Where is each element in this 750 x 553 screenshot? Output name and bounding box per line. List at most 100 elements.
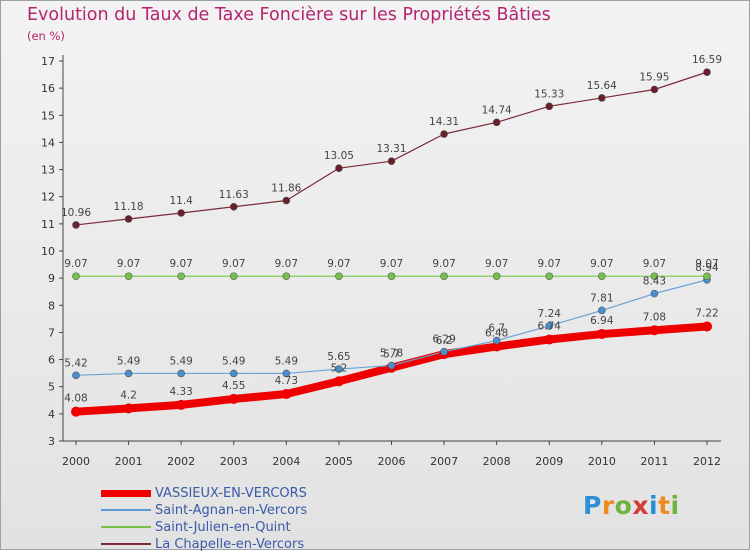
data-label-vassieux: 4.08 [64,393,87,405]
data-point-la-chapelle [703,68,711,76]
legend-swatch-vassieux [101,490,151,497]
data-label-saint-julien: 9.07 [538,258,561,270]
data-label-la-chapelle: 13.05 [324,150,354,162]
data-label-vassieux: 7.22 [695,307,718,319]
data-label-saint-agnan: 5.49 [169,355,192,367]
data-label-saint-agnan: 8.43 [643,276,666,288]
data-label-vassieux: 6.94 [590,315,614,327]
data-label-vassieux: 6.48 [485,328,508,340]
y-tick-label: 12 [41,191,55,204]
y-tick-label: 8 [48,299,55,312]
data-point-saint-julien [598,272,606,281]
data-point-saint-julien [492,272,501,281]
legend-item-vassieux: VASSIEUX-EN-VERCORS [101,485,361,502]
y-axis-unit: (en %) [27,29,65,43]
data-point-vassieux [281,389,292,400]
data-point-saint-julien [282,272,291,281]
data-point-saint-agnan [335,365,343,373]
data-point-vassieux [123,403,134,414]
data-label-saint-julien: 9.07 [327,258,350,270]
data-label-la-chapelle: 15.64 [587,80,617,92]
data-label-vassieux: 4.2 [120,389,137,401]
y-tick-label: 6 [48,354,55,367]
data-point-vassieux [71,406,81,417]
legend-swatch-saint-agnan [101,509,151,511]
data-point-saint-julien [650,272,659,281]
data-label-saint-julien: 9.07 [222,258,245,270]
data-label-la-chapelle: 11.86 [271,183,301,195]
data-label-la-chapelle: 16.59 [692,54,722,66]
x-tick-label: 2006 [378,455,406,468]
x-tick-label: 2002 [167,455,195,468]
x-tick-label: 2011 [640,455,668,468]
data-label-la-chapelle: 14.74 [482,104,512,116]
data-label-saint-julien: 9.07 [485,258,508,270]
legend-swatch-la-chapelle [101,543,151,545]
legend-label-vassieux: VASSIEUX-EN-VERCORS [155,486,307,501]
data-label-la-chapelle: 15.95 [639,72,669,84]
data-label-saint-agnan: 5.65 [327,351,350,363]
data-point-saint-julien [72,272,80,281]
legend-item-saint-julien: Saint-Julien-en-Quint [101,519,361,536]
data-label-la-chapelle: 14.31 [429,116,459,128]
y-tick-label: 17 [41,55,55,68]
data-label-vassieux: 4.73 [275,375,298,387]
data-label-saint-agnan: 6.7 [488,323,505,335]
data-point-saint-julien [387,272,396,281]
data-point-saint-julien [440,272,448,281]
data-point-la-chapelle [650,85,659,94]
data-label-vassieux: 5.7 [383,349,400,361]
data-point-la-chapelle [492,118,501,127]
data-label-saint-agnan: 5.42 [64,357,87,369]
data-label-vassieux: 4.33 [169,386,192,398]
legend-item-saint-agnan: Saint-Agnan-en-Vercors [101,502,361,519]
x-tick-label: 2010 [588,455,616,468]
x-tick-label: 2007 [430,455,458,468]
data-label-saint-agnan: 5.49 [117,355,140,367]
data-point-la-chapelle [72,221,80,229]
legend-label-saint-julien: Saint-Julien-en-Quint [155,520,291,535]
data-point-saint-agnan [72,371,80,380]
data-label-saint-agnan: 6.29 [432,334,455,346]
x-tick-label: 2012 [693,455,721,468]
legend-label-saint-agnan: Saint-Agnan-en-Vercors [155,503,308,518]
data-point-vassieux [702,321,712,332]
data-point-saint-agnan [282,369,291,378]
data-point-saint-julien [703,272,711,281]
legend-label-la-chapelle: La Chapelle-en-Vercors [155,537,305,552]
data-point-saint-agnan [177,369,185,378]
y-tick-label: 4 [48,408,55,421]
chart-title: Evolution du Taux de Taxe Foncière sur l… [27,5,551,25]
data-label-la-chapelle: 15.33 [534,88,564,100]
x-tick-label: 2001 [115,455,143,468]
data-point-saint-julien [124,272,133,281]
data-label-vassieux: 4.55 [222,380,245,392]
data-label-saint-julien: 9.07 [643,258,666,270]
y-tick-label: 14 [41,136,55,149]
x-tick-label: 2003 [220,455,248,468]
data-label-saint-julien: 9.07 [695,258,718,270]
data-label-saint-julien: 9.07 [380,258,403,270]
data-label-saint-agnan: 5.49 [222,355,245,367]
data-label-saint-julien: 9.07 [169,258,192,270]
data-label-vassieux: 7.08 [643,311,666,323]
data-point-la-chapelle [598,94,606,102]
data-point-saint-julien [545,272,554,281]
data-label-saint-agnan: 7.81 [590,292,613,304]
data-label-saint-agnan: 8.94 [695,262,719,274]
data-point-saint-julien [229,272,238,281]
y-tick-label: 5 [48,381,55,394]
data-point-la-chapelle [545,102,554,111]
data-label-saint-julien: 9.07 [117,258,140,270]
data-point-vassieux [333,376,344,387]
data-point-saint-agnan [492,336,501,345]
data-label-vassieux: 5.2 [331,362,348,374]
data-label-vassieux: 6.2 [436,335,453,347]
data-label-saint-julien: 9.07 [432,258,455,270]
data-point-saint-julien [335,272,343,281]
y-tick-label: 9 [48,272,55,285]
data-point-saint-agnan [650,289,659,298]
y-tick-label: 13 [41,164,55,177]
y-tick-label: 16 [41,82,55,95]
data-label-saint-agnan: 5.78 [380,348,403,360]
